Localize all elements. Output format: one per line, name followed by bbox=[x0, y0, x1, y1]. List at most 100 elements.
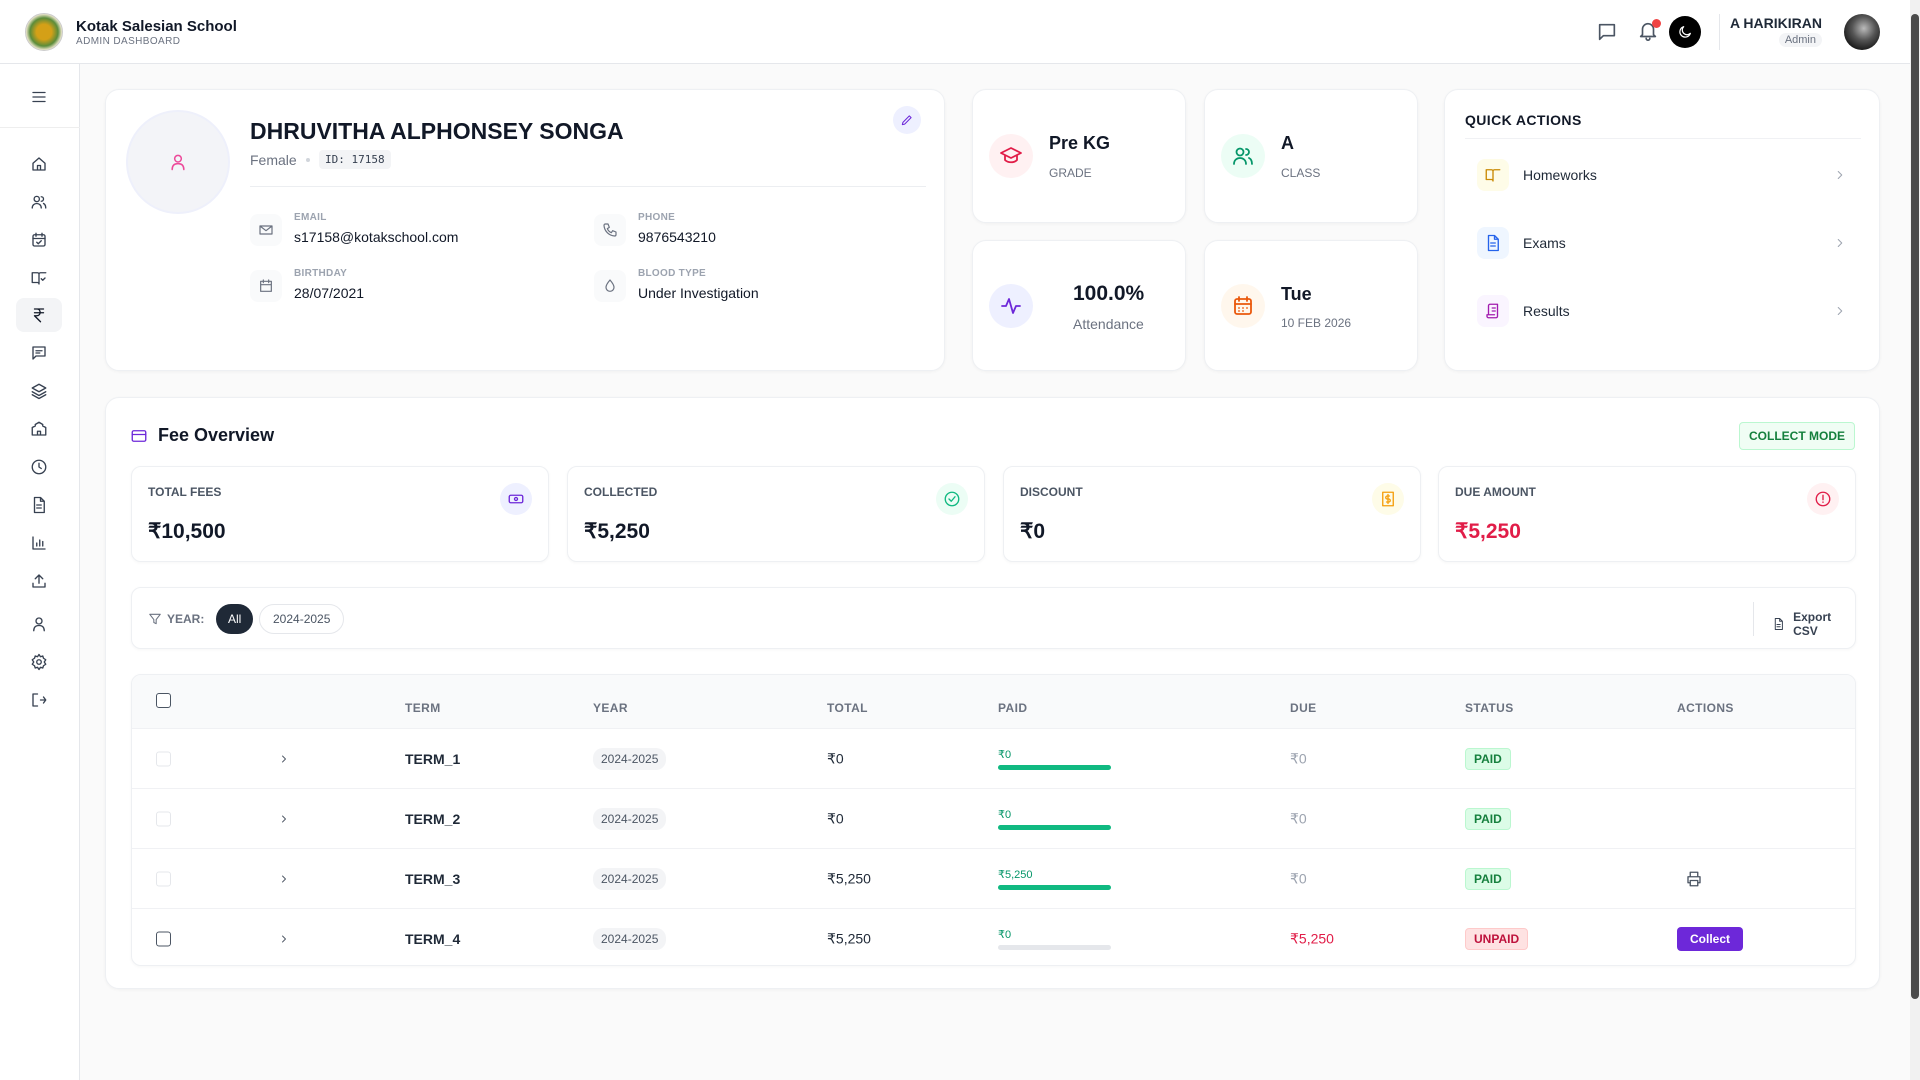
status-badge: PAID bbox=[1465, 807, 1511, 830]
column-header-due[interactable]: DUE bbox=[1290, 701, 1317, 715]
quick-action-homeworks[interactable]: Homeworks bbox=[1477, 150, 1847, 200]
sidebar-item-users[interactable] bbox=[16, 185, 62, 219]
notifications-button[interactable] bbox=[1637, 19, 1661, 42]
edit-profile-button[interactable] bbox=[893, 106, 921, 134]
sidebar-item-rupee[interactable] bbox=[16, 298, 62, 332]
alert-circle-icon bbox=[1807, 483, 1839, 515]
column-header-paid[interactable]: PAID bbox=[998, 701, 1028, 715]
upload-icon bbox=[30, 572, 48, 590]
quick-action-results[interactable]: Results bbox=[1477, 286, 1847, 336]
expand-row-chevron-icon[interactable] bbox=[278, 933, 290, 945]
sidebar-item-logout[interactable] bbox=[16, 683, 62, 717]
row-checkbox[interactable] bbox=[156, 871, 171, 886]
top-header: Kotak Salesian School ADMIN DASHBOARD A … bbox=[0, 0, 1910, 64]
rupee-icon bbox=[30, 306, 48, 324]
layers-icon bbox=[30, 382, 48, 400]
year-filter-all[interactable]: All bbox=[216, 604, 254, 634]
menu-toggle-button[interactable] bbox=[16, 80, 62, 114]
table-header: TERM YEAR TOTAL PAID DUE STATUS ACTIONS bbox=[132, 675, 1855, 728]
column-header-term[interactable]: TERM bbox=[405, 701, 441, 715]
select-all-checkbox[interactable] bbox=[156, 693, 171, 708]
table-row[interactable]: TERM_3 2024-2025 ₹5,250 ₹5,250 ₹0 PAID bbox=[132, 848, 1855, 908]
info-card-date: Tue 10 FEB 2026 bbox=[1204, 240, 1418, 371]
student-name: DHRUVITHA ALPHONSEY SONGA bbox=[250, 118, 624, 144]
year-filter-2024-2025[interactable]: 2024-2025 bbox=[259, 604, 345, 634]
phone-value: 9876543210 bbox=[638, 229, 716, 245]
sidebar-item-clock[interactable] bbox=[16, 450, 62, 484]
column-header-total[interactable]: TOTAL bbox=[827, 701, 868, 715]
printer-icon bbox=[1687, 871, 1701, 886]
filter-icon bbox=[148, 612, 162, 626]
notification-dot bbox=[1652, 19, 1661, 28]
user-name: A HARIKIRAN bbox=[1729, 15, 1822, 31]
attendance-label: Attendance bbox=[1073, 316, 1144, 332]
sidebar-item-school[interactable] bbox=[16, 412, 62, 446]
graduation-cap-icon bbox=[989, 134, 1033, 178]
email-label: EMAIL bbox=[294, 212, 327, 223]
year-badge: 2024-2025 bbox=[593, 867, 667, 890]
column-header-year[interactable]: YEAR bbox=[593, 701, 628, 715]
banknote-icon bbox=[500, 483, 532, 515]
user-avatar[interactable] bbox=[1844, 14, 1880, 50]
sidebar-item-layers[interactable] bbox=[16, 374, 62, 408]
column-header-status[interactable]: STATUS bbox=[1465, 701, 1514, 715]
sidebar-item-upload[interactable] bbox=[16, 564, 62, 598]
row-checkbox[interactable] bbox=[156, 811, 171, 826]
scrollbar[interactable] bbox=[1910, 0, 1920, 1080]
sidebar-item-message[interactable] bbox=[16, 336, 62, 370]
pencil-icon bbox=[901, 115, 912, 126]
stat-label: DISCOUNT bbox=[1020, 485, 1083, 499]
hamburger-icon bbox=[32, 91, 46, 103]
collect-mode-badge[interactable]: COLLECT MODE bbox=[1739, 422, 1855, 450]
row-checkbox[interactable] bbox=[156, 931, 171, 946]
sidebar-item-user[interactable] bbox=[16, 607, 62, 641]
stat-label: COLLECTED bbox=[584, 485, 658, 499]
paid-amount: ₹0 bbox=[998, 928, 1012, 941]
moon-icon bbox=[1679, 26, 1691, 38]
sidebar-item-home[interactable] bbox=[16, 147, 62, 181]
info-card-grade: Pre KG GRADE bbox=[972, 89, 1186, 223]
stat-value: ₹10,500 bbox=[148, 520, 226, 543]
messages-button[interactable] bbox=[1596, 21, 1618, 43]
year-badge: 2024-2025 bbox=[593, 927, 667, 950]
info-card-class: A CLASS bbox=[1204, 89, 1418, 223]
sidebar-item-bar-chart[interactable] bbox=[16, 526, 62, 560]
filter-divider bbox=[1753, 602, 1754, 636]
total-amount: ₹5,250 bbox=[827, 870, 871, 886]
table-row[interactable]: TERM_2 2024-2025 ₹0 ₹0 ₹0 PAID bbox=[132, 788, 1855, 848]
expand-row-chevron-icon[interactable] bbox=[278, 753, 290, 765]
file-spreadsheet-icon bbox=[1774, 618, 1783, 630]
quick-action-label: Homeworks bbox=[1523, 167, 1597, 183]
stat-value: ₹0 bbox=[1020, 520, 1046, 543]
users-icon bbox=[1221, 134, 1265, 178]
calendar-icon bbox=[250, 270, 282, 302]
logout-icon bbox=[30, 691, 48, 709]
quick-action-exams[interactable]: Exams bbox=[1477, 218, 1847, 268]
fee-table: TERM YEAR TOTAL PAID DUE STATUS ACTIONS TERM_1… bbox=[131, 674, 1856, 966]
collect-button[interactable]: Collect bbox=[1677, 926, 1744, 951]
table-row[interactable]: TERM_4 2024-2025 ₹5,250 ₹0 ₹5,250 UNPAID… bbox=[132, 908, 1855, 965]
home-icon bbox=[30, 155, 48, 173]
theme-toggle-button[interactable] bbox=[1669, 16, 1701, 48]
print-receipt-button[interactable] bbox=[1685, 870, 1703, 888]
user-role-badge: Admin bbox=[1778, 33, 1822, 47]
column-header-actions[interactable]: ACTIONS bbox=[1677, 701, 1734, 715]
user-icon bbox=[30, 615, 48, 633]
expand-row-chevron-icon[interactable] bbox=[278, 873, 290, 885]
sidebar-item-settings[interactable] bbox=[16, 645, 62, 679]
quick-actions-divider bbox=[1465, 138, 1861, 139]
email-value: s17158@kotakschool.com bbox=[294, 229, 459, 245]
class-value: A bbox=[1281, 133, 1294, 153]
sidebar-item-calendar-check[interactable] bbox=[16, 223, 62, 257]
table-row[interactable]: TERM_1 2024-2025 ₹0 ₹0 ₹0 PAID bbox=[132, 728, 1855, 788]
sidebar-item-book-check[interactable] bbox=[16, 261, 62, 295]
date-label: 10 FEB 2026 bbox=[1281, 316, 1352, 330]
sidebar-item-file-text[interactable] bbox=[16, 488, 62, 522]
expand-row-chevron-icon[interactable] bbox=[278, 813, 290, 825]
export-csv-button[interactable]: Export CSV bbox=[1772, 610, 1855, 638]
student-avatar bbox=[126, 110, 230, 214]
row-checkbox[interactable] bbox=[156, 751, 171, 766]
calendar-icon bbox=[1221, 284, 1265, 328]
message-square-icon bbox=[1598, 23, 1616, 41]
message-icon bbox=[30, 344, 48, 362]
